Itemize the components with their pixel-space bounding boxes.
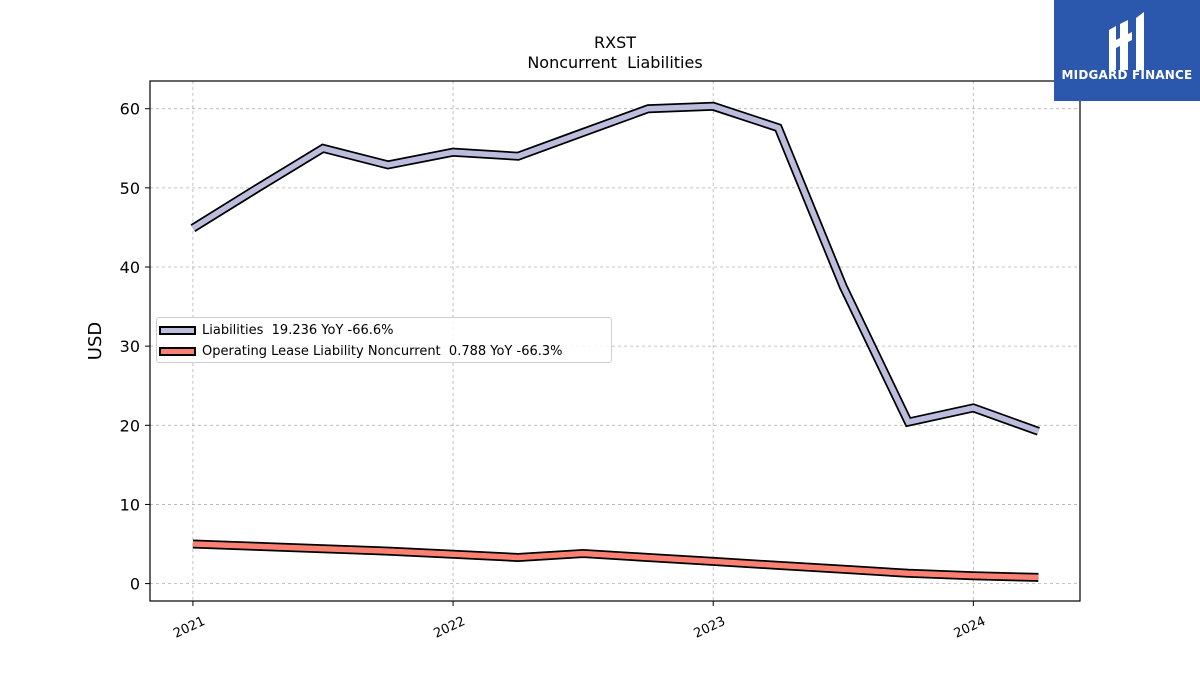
legend-swatch-liabilities xyxy=(159,325,196,335)
x-tick-label: 2024 xyxy=(952,614,988,642)
y-axis-label: USD xyxy=(85,322,106,360)
legend-swatch-operating-lease xyxy=(159,346,196,356)
x-tick-label: 2023 xyxy=(692,614,728,642)
y-tick-label: 30 xyxy=(120,337,140,356)
legend-label-operating-lease: Operating Lease Liability Noncurrent 0.7… xyxy=(202,343,563,359)
y-axis: 0 10 20 30 40 50 60 xyxy=(120,100,150,594)
y-tick-label: 10 xyxy=(120,495,140,514)
chart-title: RXST xyxy=(594,33,636,52)
x-tick-label: 2021 xyxy=(171,614,207,642)
x-axis: 2021 2022 2023 2024 xyxy=(171,601,988,642)
chart-subtitle: Noncurrent Liabilities xyxy=(527,53,702,72)
grid xyxy=(150,81,1080,601)
logo-text: MIDGARD FINANCE xyxy=(1061,68,1193,82)
y-tick-label: 20 xyxy=(120,416,140,435)
series-line-0 xyxy=(191,103,1040,434)
series-lines xyxy=(190,101,1040,582)
y-tick-label: 0 xyxy=(130,575,140,594)
plot-frame xyxy=(149,80,1081,602)
series-line-outline-0 xyxy=(190,101,1040,436)
logo-mark-icon xyxy=(1109,12,1144,70)
brand-logo: MIDGARD FINANCE xyxy=(1054,0,1200,101)
y-tick-label: 60 xyxy=(120,100,140,119)
y-tick-label: 50 xyxy=(120,179,140,198)
y-tick-label: 40 xyxy=(120,258,140,277)
legend-item-operating-lease: Operating Lease Liability Noncurrent 0.7… xyxy=(157,342,563,360)
legend-label-liabilities: Liabilities 19.236 YoY -66.6% xyxy=(202,322,394,338)
x-tick-label: 2022 xyxy=(431,614,467,642)
series-line-1 xyxy=(192,541,1039,581)
legend-item-liabilities: Liabilities 19.236 YoY -66.6% xyxy=(157,321,394,339)
legend: Liabilities 19.236 YoY -66.6% Operating … xyxy=(156,317,612,363)
